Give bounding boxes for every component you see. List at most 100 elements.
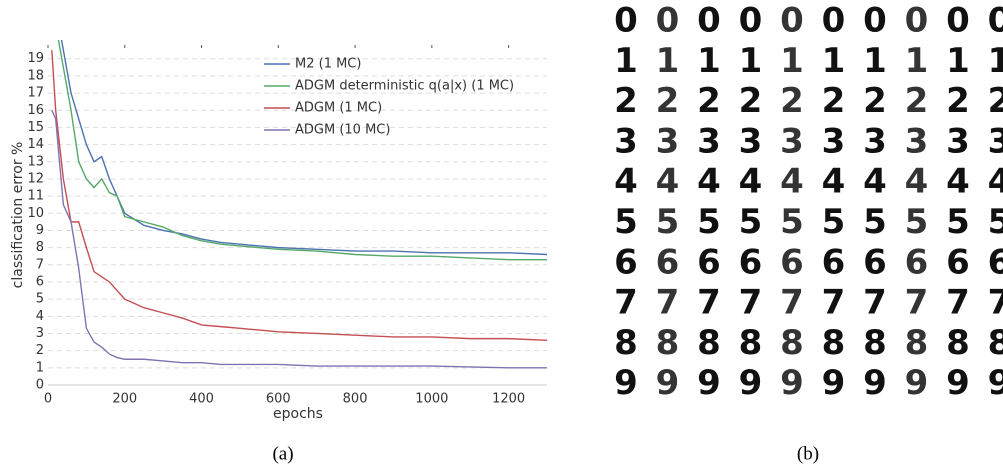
- digit-image: 6: [905, 242, 929, 282]
- digit-image: 2: [988, 81, 1003, 121]
- x-axis-label: epochs: [273, 406, 323, 422]
- digit-image: 1: [988, 41, 1003, 81]
- digit-image: 7: [697, 283, 721, 323]
- y-tick-label: 5: [36, 292, 44, 307]
- digit-image: 3: [863, 121, 887, 161]
- y-tick-label: 0: [36, 378, 44, 393]
- digit-image: 3: [656, 121, 680, 161]
- digit-image: 2: [739, 81, 763, 121]
- x-tick-label: 1200: [492, 392, 525, 407]
- digit-image: 6: [946, 242, 970, 282]
- digit-image: 0: [946, 1, 970, 41]
- digit-image: 1: [822, 41, 846, 81]
- y-tick-label: 7: [36, 257, 44, 272]
- legend-label: M2 (1 MC): [295, 57, 361, 72]
- digit-image: 3: [822, 121, 846, 161]
- digit-image: 1: [697, 41, 721, 81]
- digit-image: 8: [905, 323, 929, 363]
- legend-label: ADGM (1 MC): [295, 101, 382, 116]
- x-tick-label: 200: [112, 392, 137, 407]
- digit-image: 0: [988, 1, 1003, 41]
- digit-image: 2: [780, 81, 804, 121]
- digit-image: 5: [863, 202, 887, 242]
- digit-image: 9: [780, 363, 804, 403]
- digit-image: 9: [863, 363, 887, 403]
- digit-image: 7: [863, 283, 887, 323]
- digit-image: 8: [946, 323, 970, 363]
- x-tick-label: 0: [44, 392, 52, 407]
- digit-image: 6: [988, 242, 1003, 282]
- caption: (b): [797, 443, 819, 464]
- digit-image: 7: [905, 283, 929, 323]
- digit-image: 4: [863, 162, 887, 202]
- caption: (a): [272, 443, 293, 464]
- digit-image: 4: [614, 162, 638, 202]
- line-series: [51, 50, 548, 342]
- digit-image: 2: [905, 81, 929, 121]
- x-tick-label: 600: [266, 392, 291, 407]
- digit-image: 2: [656, 81, 680, 121]
- digit-image: 7: [614, 283, 638, 323]
- digit-image: 9: [822, 363, 846, 403]
- line-series: [57, 40, 547, 261]
- digit-image: 4: [905, 162, 929, 202]
- digit-image: 0: [863, 1, 887, 41]
- digit-image: 9: [988, 363, 1003, 403]
- digit-image: 4: [697, 162, 721, 202]
- digit-image: 6: [656, 242, 680, 282]
- y-tick-label: 1: [36, 360, 44, 375]
- digit-image: 4: [739, 162, 763, 202]
- digit-image: 8: [863, 323, 887, 363]
- digit-image: 8: [614, 323, 638, 363]
- digit-image: 9: [656, 363, 680, 403]
- digit-image: 6: [822, 242, 846, 282]
- digit-image: 4: [946, 162, 970, 202]
- y-tick-label: 16: [27, 103, 44, 118]
- digit-image: 0: [905, 1, 929, 41]
- x-tick-label: 800: [343, 392, 368, 407]
- digit-image: 3: [780, 121, 804, 161]
- legend-label: ADGM (10 MC): [295, 123, 390, 138]
- digit-image: 3: [946, 121, 970, 161]
- digit-image: 2: [863, 81, 887, 121]
- digit-image: 5: [988, 202, 1003, 242]
- digit-image: 2: [614, 81, 638, 121]
- digit-image: 1: [905, 41, 929, 81]
- y-tick-label: 9: [36, 223, 44, 238]
- digit-image: 6: [739, 242, 763, 282]
- digit-image: 0: [614, 1, 638, 41]
- digit-image: 7: [822, 283, 846, 323]
- y-tick-label: 8: [36, 240, 44, 255]
- y-tick-label: 10: [27, 206, 44, 221]
- digit-image: 5: [822, 202, 846, 242]
- y-tick-label: 6: [36, 274, 44, 289]
- digit-image: 5: [697, 202, 721, 242]
- x-tick-label: 400: [189, 392, 214, 407]
- digit-image: 2: [946, 81, 970, 121]
- digit-image: 5: [656, 202, 680, 242]
- digit-image: 8: [780, 323, 804, 363]
- digit-image: 8: [697, 323, 721, 363]
- digit-image: 1: [863, 41, 887, 81]
- y-tick-label: 18: [27, 68, 44, 83]
- y-tick-label: 19: [27, 51, 44, 66]
- digit-image: 5: [946, 202, 970, 242]
- digit-image: 7: [656, 283, 680, 323]
- digit-image: 1: [946, 41, 970, 81]
- x-tick-label: 1000: [415, 392, 448, 407]
- line-series: [60, 40, 548, 256]
- digit-image: 0: [780, 1, 804, 41]
- digit-image: 1: [780, 41, 804, 81]
- digit-image: 1: [614, 41, 638, 81]
- digit-image: 6: [614, 242, 638, 282]
- digit-image: 7: [780, 283, 804, 323]
- digit-image: 3: [614, 121, 638, 161]
- digit-image: 1: [656, 41, 680, 81]
- digit-image: 6: [780, 242, 804, 282]
- y-tick-label: 17: [27, 86, 44, 101]
- digit-image: 3: [988, 121, 1003, 161]
- digit-image: 3: [739, 121, 763, 161]
- plot-area: [51, 40, 548, 369]
